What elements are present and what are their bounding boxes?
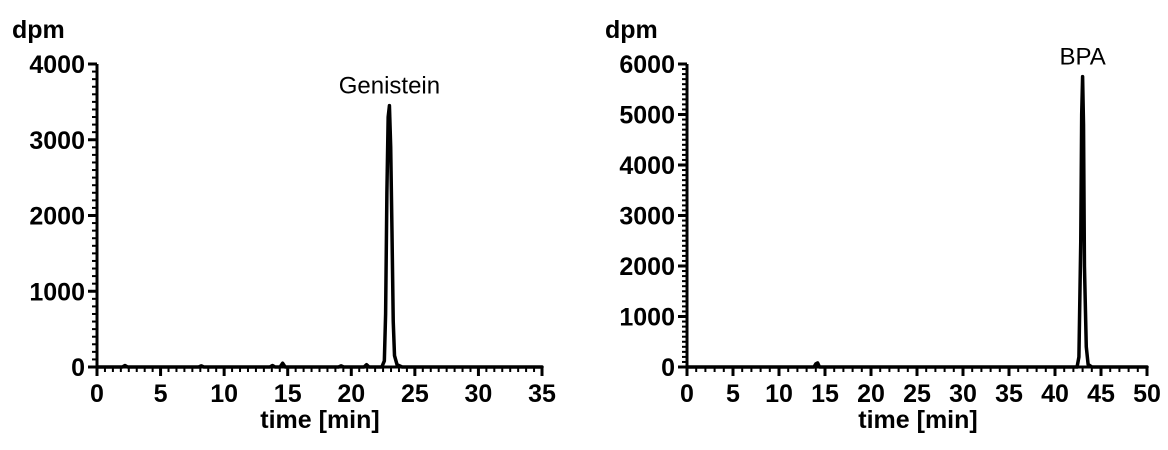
x-tick-label: 15	[811, 380, 839, 408]
chromatogram-trace	[95, 103, 544, 369]
x-tick-label: 10	[765, 380, 793, 408]
y-tick-label: 1000	[619, 304, 675, 332]
x-tick-label: 15	[274, 380, 302, 408]
chart-bpa: 0 1000 2000 3000 4000 5000 6000 0 5 10 15 20 25 30 35 4…	[605, 16, 1161, 434]
peak-label: Genistein	[339, 73, 440, 100]
y-tick-label: 2000	[619, 253, 675, 281]
x-axis-title: time [min]	[858, 406, 977, 434]
y-tick-label: 0	[661, 354, 675, 382]
x-tick-label: 35	[528, 380, 556, 408]
x-tick-label: 25	[401, 380, 429, 408]
x-tick-label: 10	[210, 380, 238, 408]
y-tick-label: 6000	[619, 51, 675, 79]
y-tick-label: 4000	[29, 51, 85, 79]
y-tick-label: 1000	[29, 278, 85, 306]
chart-genistein: 0 1000 2000 3000 4000 0 5 10 15 20 25 30 35 dpm time […	[12, 16, 556, 434]
peak-label: BPA	[1059, 44, 1105, 71]
x-tick-label: 0	[90, 380, 104, 408]
x-tick-label: 35	[995, 380, 1023, 408]
x-tick-label: 30	[949, 380, 977, 408]
chromatogram-trace	[685, 74, 1149, 369]
x-tick-label: 45	[1087, 380, 1115, 408]
x-tick-label: 25	[903, 380, 931, 408]
y-tick-label: 5000	[619, 102, 675, 130]
x-tick-label: 20	[857, 380, 885, 408]
y-axis-title: dpm	[605, 16, 658, 44]
x-tick-label: 50	[1133, 380, 1161, 408]
x-axis-title: time [min]	[260, 406, 379, 434]
x-tick-label: 0	[680, 380, 694, 408]
x-tick-label: 5	[154, 380, 168, 408]
y-tick-label: 3000	[29, 127, 85, 155]
y-axis-title: dpm	[12, 16, 65, 44]
y-tick-label: 4000	[619, 152, 675, 180]
x-tick-label: 30	[465, 380, 493, 408]
x-tick-label: 20	[337, 380, 365, 408]
y-tick-label: 2000	[29, 203, 85, 231]
x-tick-label: 5	[726, 380, 740, 408]
y-tick-label: 0	[71, 354, 85, 382]
y-tick-label: 3000	[619, 203, 675, 231]
x-tick-label: 40	[1041, 380, 1069, 408]
